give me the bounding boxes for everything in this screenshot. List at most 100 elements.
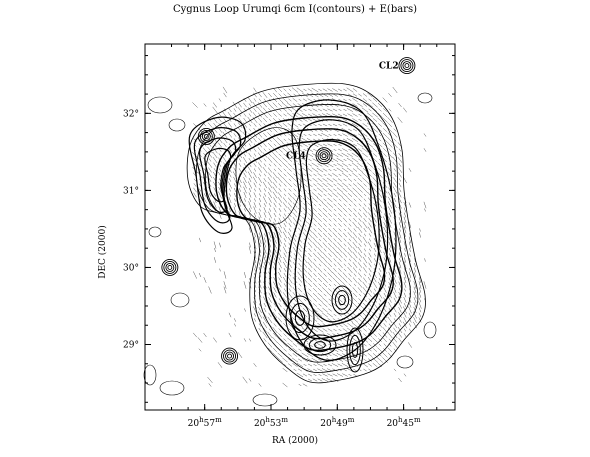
e-vector-bar (268, 302, 272, 308)
point-source-contour (197, 128, 215, 145)
e-vector-bar (331, 152, 339, 158)
e-vector-bar (282, 343, 288, 347)
e-vector-bar (347, 363, 353, 367)
e-vector-bar (272, 118, 278, 122)
e-vector-bar (252, 112, 258, 118)
e-vector-bar (333, 258, 337, 262)
e-vector-bar (288, 222, 292, 228)
e-vector-bar (373, 223, 377, 227)
e-vector-bar (257, 117, 263, 123)
e-vector-bar (424, 258, 426, 262)
e-vector-bar (207, 152, 213, 158)
e-vector-bar (273, 332, 277, 338)
e-vector-bar (371, 357, 379, 363)
e-vector-bar (296, 87, 304, 93)
x-tick-label: 20h53m (254, 416, 288, 429)
e-vector-bar (313, 288, 317, 292)
e-vector-bar (193, 183, 197, 187)
e-vector-bar (288, 348, 292, 352)
e-vector-bar (263, 132, 267, 138)
e-vector-bar (351, 122, 359, 128)
e-vector-bar (357, 212, 363, 218)
e-vector-bar (327, 363, 333, 367)
e-vector-bar (343, 203, 347, 207)
e-vector-bar (343, 368, 347, 372)
e-vector-bar (308, 298, 312, 302)
e-vector-bar (278, 158, 282, 162)
e-vector-bar (263, 102, 267, 108)
e-vector-bar (362, 287, 368, 293)
e-vector-bar (357, 192, 363, 198)
e-vector-bar (283, 173, 287, 177)
e-vector-bar (263, 252, 267, 258)
e-vector-bar (358, 233, 362, 237)
e-vector-bar (312, 292, 318, 298)
e-vector-bar (373, 288, 377, 292)
e-vector-bar (377, 171, 383, 179)
e-vector-bar (193, 192, 197, 198)
e-vector-bar (338, 228, 342, 232)
e-vector-bar (323, 223, 327, 227)
e-vector-bar (218, 163, 222, 167)
e-vector-bar (388, 216, 392, 224)
e-vector-bar (337, 287, 343, 293)
e-vector-bar (358, 158, 362, 162)
e-vector-bar (383, 222, 387, 228)
e-vector-bar (283, 168, 287, 172)
e-vector-bar (327, 232, 333, 238)
e-vector-bar (198, 348, 202, 352)
e-vector-bar (249, 242, 251, 248)
e-vector-bar (243, 281, 247, 289)
e-vector-bar (343, 258, 347, 262)
e-vector-bar (217, 362, 223, 368)
e-vector-bar (368, 252, 372, 258)
e-vector-bar (278, 207, 282, 213)
e-vector-bar (302, 143, 308, 147)
e-vector-bar (277, 167, 283, 173)
contour-line (215, 115, 403, 352)
e-vector-bar (296, 362, 304, 368)
e-vector-bar (258, 167, 262, 173)
e-vector-bar (357, 182, 363, 188)
e-vector-bar (253, 153, 257, 157)
e-vector-bar (273, 292, 277, 298)
e-vector-bar (363, 198, 367, 202)
e-vector-bar (397, 167, 403, 173)
e-vector-bar (248, 113, 252, 117)
e-vector-bar (321, 368, 329, 372)
e-vector-bar (291, 87, 299, 93)
e-vector-bar (323, 273, 327, 277)
e-vector-bar (342, 133, 348, 137)
e-vector-bar (338, 173, 342, 177)
e-vector-bar (228, 332, 232, 338)
e-vector-bar (243, 153, 247, 157)
e-vector-bar (228, 178, 232, 182)
e-vector-bar (262, 166, 268, 174)
e-vector-bar (399, 228, 401, 232)
e-vector-bar (377, 142, 383, 148)
e-vector-bar (327, 103, 333, 107)
e-vector-bar (212, 156, 218, 164)
e-vector-bar (242, 376, 248, 384)
e-vector-bar (238, 127, 242, 133)
e-vector-bar (367, 162, 373, 168)
e-vector-bar (307, 373, 313, 377)
e-vector-bar (342, 287, 348, 293)
e-vector-bar (317, 368, 323, 372)
e-vector-bar (337, 178, 343, 182)
e-vector-bar (242, 146, 248, 154)
e-vector-bar (288, 178, 292, 182)
e-vector-bar (373, 242, 377, 248)
e-vector-bar (347, 93, 353, 97)
e-vector-bar (247, 166, 253, 174)
e-vector-bar (268, 231, 272, 239)
e-vector-bar (218, 191, 222, 199)
e-vector-bar (272, 312, 278, 318)
e-vector-bar (357, 167, 363, 173)
e-vector-bar (312, 262, 318, 268)
e-vector-bar (248, 157, 252, 163)
e-vector-bar (331, 103, 339, 107)
e-vector-bar (303, 178, 307, 182)
e-vector-bar (404, 257, 406, 263)
e-vector-bar (323, 193, 327, 197)
